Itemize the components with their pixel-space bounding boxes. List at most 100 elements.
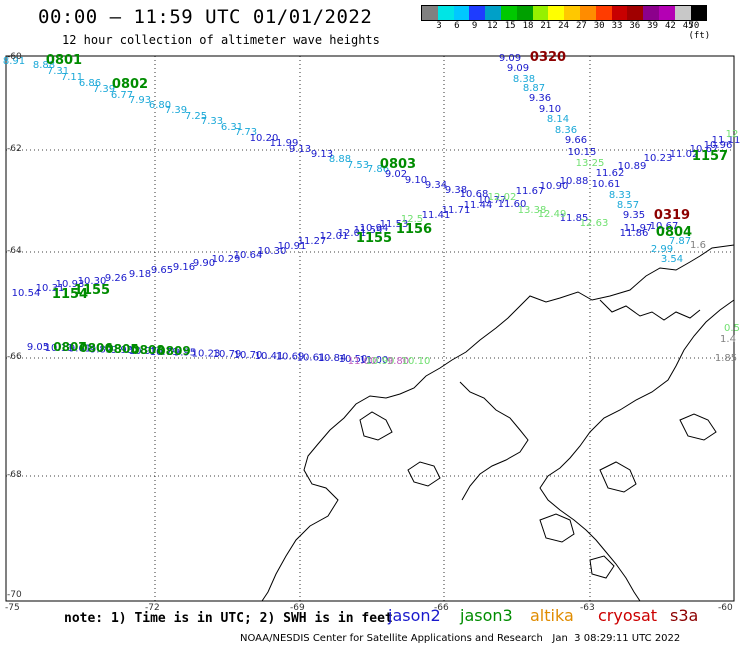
color-swatch-7 [532,6,549,20]
lat-label-68: -68 [7,470,22,480]
wave-height-value: 1.4 [720,334,736,345]
color-swatch-14 [643,6,659,20]
track-time-label: 0809 [157,344,190,358]
wave-height-value: 10.90 [366,356,395,367]
wave-height-value: 8.33 [609,190,631,201]
wave-height-value: 10.31 [36,283,65,294]
wave-height-value: 11.41 [422,210,451,221]
color-swatch-15 [658,6,675,20]
map-subtitle: 12 hour collection of altimeter wave hei… [62,33,380,47]
wave-height-value: 8.57 [617,200,639,211]
color-scale-label: 6 [454,21,460,31]
lat-label-70: -70 [7,590,22,600]
wave-height-value: 11.11 [712,135,740,146]
wave-height-value: 10.79 [213,349,242,360]
lon-label-60: -60 [718,603,733,613]
wave-height-value: 10.68 [460,189,489,200]
color-scale-label: 3 [436,21,442,31]
track-time-label: 0804 [656,225,692,240]
wave-height-value: 10.67 [690,144,719,155]
wave-height-value: 10.61 [592,179,621,190]
color-swatch-13 [627,6,644,20]
color-swatch-9 [564,6,580,20]
wave-height-value: 3.54 [661,254,683,265]
wave-height-value: 10.79 [150,347,179,358]
wave-height-value: 7.39 [165,105,187,116]
wave-height-value: 10.70 [234,350,263,361]
wave-height-value: 9.13 [311,149,333,160]
wave-height-value: 10.10 [402,356,431,367]
lat-label-66: -66 [7,352,22,362]
color-swatch-8 [548,6,565,20]
track-time-label: 1154 [52,287,88,302]
track-time-label: 1156 [396,222,432,237]
track-time-label: 1155 [74,283,110,298]
track-time-label: 0803 [380,157,416,172]
wave-height-value: 12 [726,129,739,140]
wave-height-value: 7.33 [201,116,223,127]
lon-label-66: -66 [434,603,449,613]
wave-height-value: 7.87 [669,236,691,247]
track-time-label: 1157 [692,149,728,164]
wave-height-value: 13.25 [576,158,605,169]
color-scale-label: 36 [629,21,641,31]
legend-jason3: jason3 [460,606,513,625]
coastline [261,244,735,602]
wave-height-value: 7.73 [235,127,257,138]
credit-timestamp: Jan 3 08:29:11 UTC 2022 [552,633,681,644]
color-scale-label: 27 [575,21,587,31]
wave-height-value: 11.85 [560,213,589,224]
wave-height-value: 8.14 [547,114,569,125]
wave-height-value: 9.80 [387,356,409,367]
wave-height-value: 10.41 [255,351,284,362]
wave-height-value: 9.05 [27,342,49,353]
color-scale-label: 9 [471,21,478,31]
wave-height-value: 9.18 [129,269,151,280]
wave-height-value: 12.5 [401,214,423,225]
wave-height-value: 7.39 [93,84,115,95]
color-swatch-3 [469,6,486,20]
wave-height-value: 12.01 [320,231,349,242]
wave-height-value: 11.59 [354,225,383,236]
wave-height-value: 7.53 [347,160,369,171]
wave-height-value: 7.11 [61,72,83,83]
wave-height-value: 11.67 [516,186,545,197]
color-scale-label: 18 [522,21,534,31]
wave-height-value: 10.61 [297,352,326,363]
wave-height-value: 10.67 [650,221,679,232]
legend-jason2: jason2 [388,606,441,625]
legend-cryosat: cryosat [598,606,658,625]
wave-height-value: 9.10 [405,175,427,186]
wave-height-value: 11.00 [360,355,389,366]
wave-height-value: 6.80 [149,100,171,111]
wave-height-value: 2.99 [651,244,673,255]
wave-height-value: 10.89 [618,161,647,172]
wave-height-value: 9.66 [565,135,587,146]
wave-height-value: 9.09 [499,53,521,64]
wave-height-value: 10.15 [568,147,597,158]
wave-height-value: 11.99 [270,138,299,149]
wave-height-value: 1.85 [715,353,737,364]
color-scale-label: 24 [558,21,570,31]
lon-label-63: -63 [580,603,595,613]
track-time-label: 0319 [654,208,690,223]
wave-height-value: 10.96 [704,140,733,151]
color-swatch-17 [690,6,707,20]
legend-altika: altika [530,606,574,625]
lat-label-64: -64 [7,246,22,256]
color-swatch-0 [422,6,438,20]
color-swatch-6 [516,6,533,20]
wave-height-value: 9.34 [425,180,447,191]
wave-height-value: 10.88 [560,176,589,187]
wave-height-value: 10.93 [56,279,85,290]
wave-height-value: 9.09 [507,63,529,74]
color-scale-label: 70 (ft) [688,21,711,41]
track-time-label: 0320 [530,50,566,65]
wave-height-value: 8.91 [3,56,25,67]
wave-height-value: 6.77 [111,90,133,101]
wave-height-value: 10.64 [234,250,263,261]
wave-height-value: 10.84 [318,353,347,364]
track-time-label: 1155 [356,231,392,246]
wave-height-value: 7.93 [129,95,151,106]
wave-height-value: 10.50 [339,354,368,365]
